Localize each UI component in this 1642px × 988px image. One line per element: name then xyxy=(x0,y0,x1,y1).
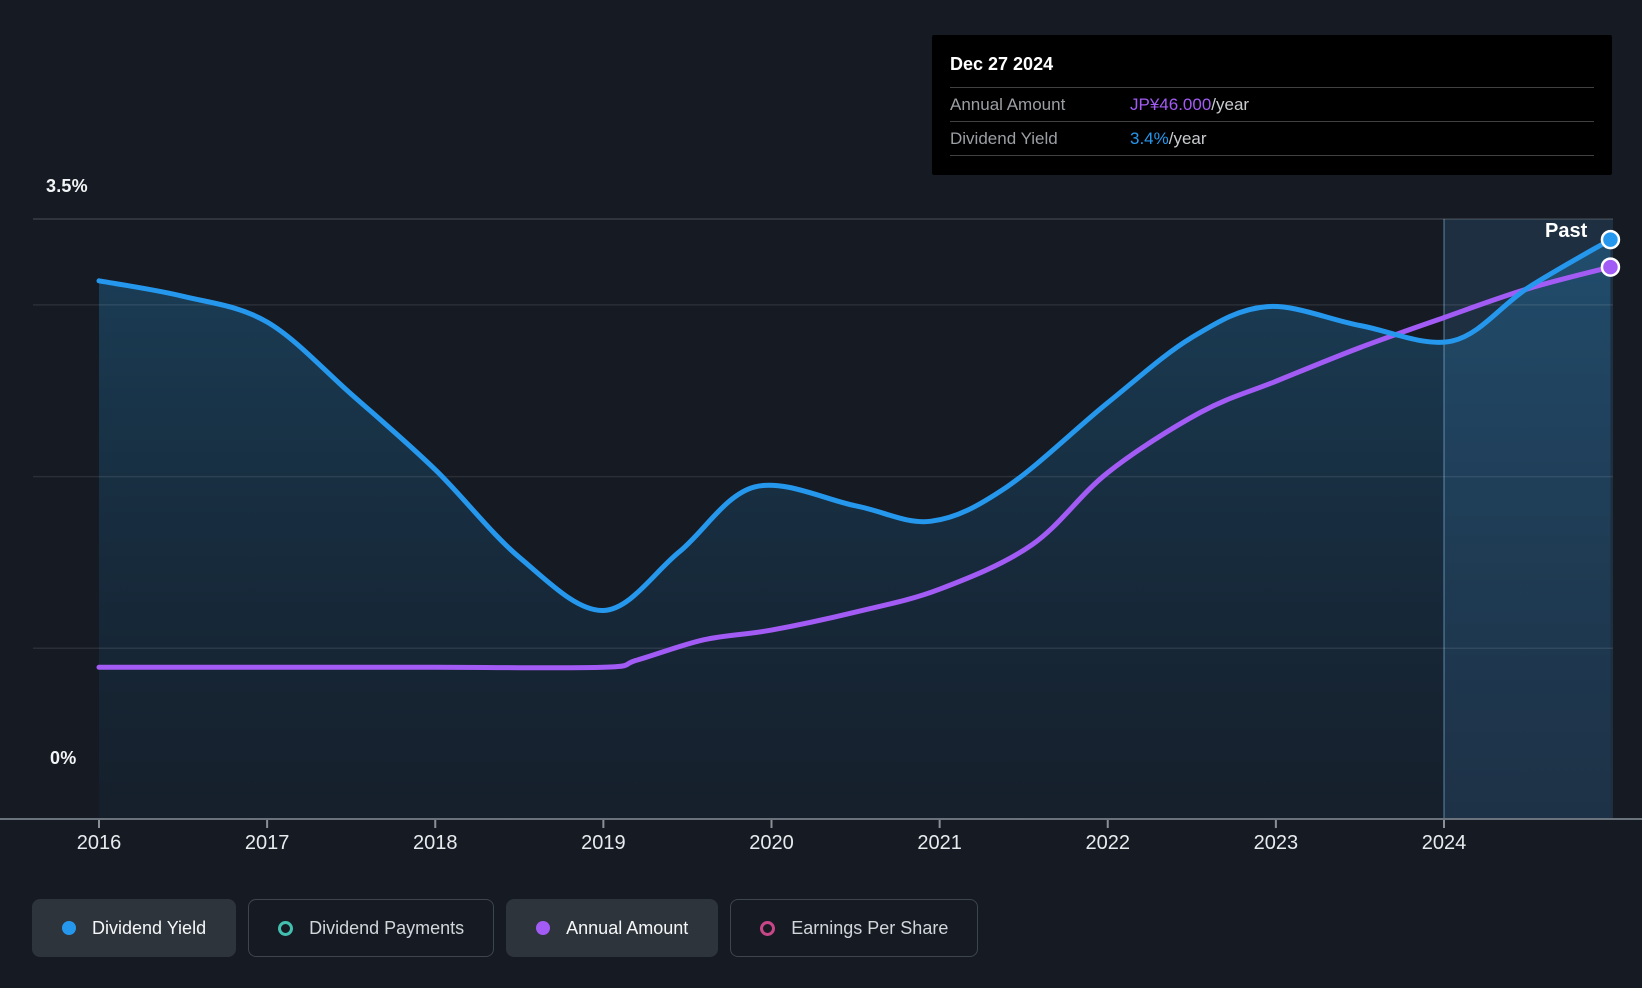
tooltip-row-annual-amount: Annual Amount JP¥46.000 /year xyxy=(950,87,1594,121)
tooltip-value: JP¥46.000 xyxy=(1130,94,1212,114)
x-axis-label-2022: 2022 xyxy=(1085,832,1131,854)
tooltip-suffix: /year xyxy=(1168,128,1207,148)
tooltip-value: 3.4% xyxy=(1130,128,1169,148)
legend-label: Dividend Payments xyxy=(309,917,465,938)
dividend-yield-marker-icon xyxy=(62,921,76,935)
x-axis-label-2023: 2023 xyxy=(1253,832,1299,854)
chart-legend: Dividend Yield Dividend Payments Annual … xyxy=(32,899,979,957)
past-region-label: Past xyxy=(1545,220,1588,242)
legend-button-dividend-payments[interactable]: Dividend Payments xyxy=(248,899,495,957)
x-axis-label-2016: 2016 xyxy=(76,832,122,854)
legend-label: Earnings Per Share xyxy=(791,917,949,938)
annual-amount-end-marker xyxy=(1600,257,1621,277)
legend-label: Dividend Yield xyxy=(92,917,207,938)
legend-button-dividend-yield[interactable]: Dividend Yield xyxy=(32,899,237,957)
annual-amount-marker-icon xyxy=(536,921,551,935)
dividend-yield-area xyxy=(99,239,1611,821)
tooltip-suffix: /year xyxy=(1211,94,1250,114)
tooltip-label: Annual Amount xyxy=(950,94,1066,114)
dividend-yield-end-marker xyxy=(1600,229,1621,250)
tooltip-date: Dec 27 2024 xyxy=(950,54,1054,74)
tooltip-bottom-divider xyxy=(950,155,1594,175)
earnings-per-share-marker-icon xyxy=(760,920,776,936)
legend-button-annual-amount[interactable]: Annual Amount xyxy=(506,899,719,957)
x-axis-label-2019: 2019 xyxy=(581,832,626,854)
tooltip-row-dividend-yield: Dividend Yield 3.4% /year xyxy=(950,121,1594,155)
x-axis-label-2021: 2021 xyxy=(917,832,962,854)
x-axis-label-2024: 2024 xyxy=(1421,832,1467,854)
tooltip-label: Dividend Yield xyxy=(950,128,1058,148)
x-axis-label-2017: 2017 xyxy=(244,832,290,854)
annual-amount-line xyxy=(96,264,1613,671)
dividend-payments-marker-icon xyxy=(278,920,294,936)
y-axis-label-top: 3.5% xyxy=(46,176,88,196)
x-axis-label-2020: 2020 xyxy=(749,832,794,854)
legend-button-earnings-per-share[interactable]: Earnings Per Share xyxy=(730,899,979,957)
past-region-band-overlay xyxy=(1444,219,1613,820)
chart-tooltip: Dec 27 2024 Annual Amount JP¥46.000 /yea… xyxy=(932,35,1612,175)
y-axis-label-bottom: 0% xyxy=(50,748,77,768)
x-axis-label-2018: 2018 xyxy=(413,832,458,854)
dividend-yield-line xyxy=(96,237,1613,614)
legend-label: Annual Amount xyxy=(566,917,689,938)
